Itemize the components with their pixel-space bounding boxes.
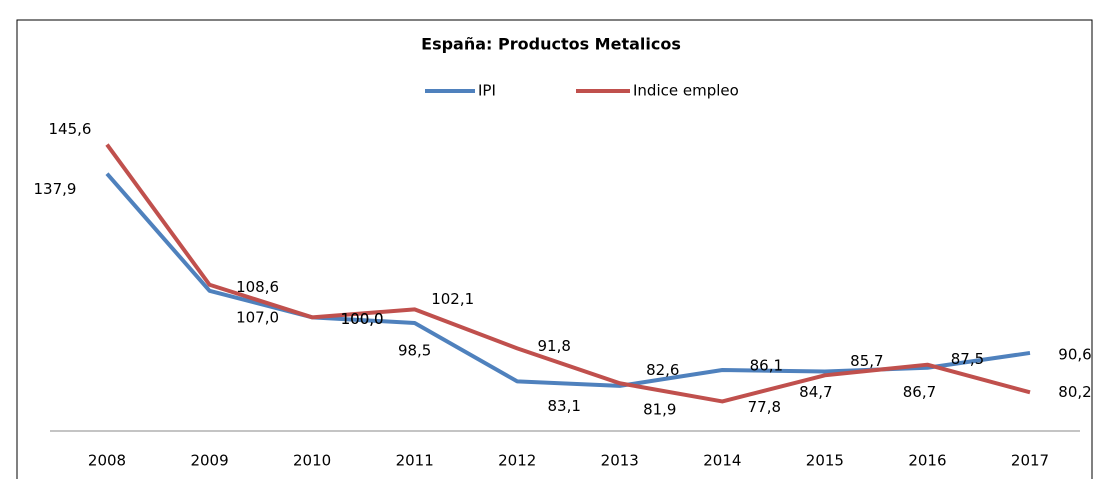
data-label: 84,7: [799, 383, 832, 401]
data-label: 100,0: [341, 310, 384, 328]
data-label: 82,6: [646, 361, 679, 379]
data-label: 86,1: [750, 356, 783, 374]
data-label: 83,1: [548, 397, 581, 415]
data-label: 108,6: [236, 278, 279, 296]
data-label: 98,5: [398, 342, 431, 360]
data-label: 102,1: [431, 290, 474, 308]
data-label: 87,5: [951, 350, 984, 368]
x-tick-label: 2011: [396, 452, 434, 470]
data-label: 107,0: [236, 308, 279, 326]
data-label: 145,6: [49, 120, 92, 138]
x-tick-label: 2016: [908, 452, 946, 470]
x-tick-label: 2014: [703, 452, 741, 470]
data-label: 77,8: [748, 398, 781, 416]
data-label: 91,8: [538, 337, 571, 355]
data-label: 85,7: [850, 352, 883, 370]
data-label: 86,7: [903, 383, 936, 401]
x-tick-label: 2010: [293, 452, 331, 470]
chart-title: España: Productos Metalicos: [421, 35, 681, 54]
legend-label: Indice empleo: [633, 82, 739, 100]
x-tick-label: 2009: [190, 452, 228, 470]
x-tick-label: 2013: [601, 452, 639, 470]
data-label: 81,9: [643, 400, 676, 418]
legend-label: IPI: [478, 82, 496, 100]
x-tick-label: 2012: [498, 452, 536, 470]
chart-frame: [16, 19, 1093, 479]
data-label: 80,2: [1058, 383, 1091, 401]
data-label: 90,6: [1058, 345, 1091, 363]
x-tick-label: 2015: [806, 452, 844, 470]
data-label: 137,9: [34, 180, 77, 198]
series-line: [105, 143, 1031, 404]
data-label: 100,0: [341, 310, 384, 328]
x-tick-label: 2008: [88, 452, 126, 470]
x-tick-label: 2017: [1011, 452, 1049, 470]
